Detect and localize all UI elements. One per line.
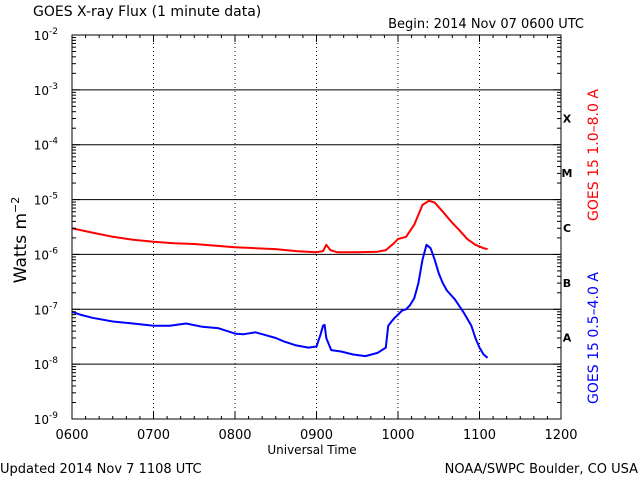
x-axis-label: Universal Time <box>267 443 356 457</box>
begin-label: Begin: 2014 Nov 07 0600 UTC <box>388 17 584 32</box>
flare-class-label: M <box>562 167 573 180</box>
series-layer <box>71 199 489 359</box>
x-tick-label: 1000 <box>381 428 414 443</box>
x-tick-label: 0600 <box>55 428 88 443</box>
axis-layer: 0600 0700 0800 0900 1000 1100 1200 10-2 10-3 10-4… <box>34 27 578 443</box>
legend-series-red: GOES 15 1.0–8.0 A <box>586 89 602 221</box>
x-tick-label: 0700 <box>137 428 170 443</box>
x-tick-label: 1100 <box>463 428 496 443</box>
y-tick-label: 10-5 <box>34 192 58 208</box>
flare-class-label: X <box>563 112 572 125</box>
x-tick-label: 0900 <box>300 428 333 443</box>
flare-class-label: B <box>563 277 571 290</box>
legend-series-blue: GOES 15 0.5–4.0 A <box>586 272 602 404</box>
chart-title: GOES X-ray Flux (1 minute data) <box>33 4 261 20</box>
series-line-blue <box>71 243 489 359</box>
flare-class-label: C <box>563 222 571 235</box>
y-axis-label-base: Watts m <box>11 213 31 283</box>
y-tick-label: 10-6 <box>34 246 59 262</box>
y-tick-label: 10-9 <box>34 411 59 427</box>
y-tick-label: 10-2 <box>34 27 58 43</box>
plot-area <box>72 34 561 420</box>
x-tick-label: 0800 <box>218 428 251 443</box>
flare-class-label: A <box>563 332 572 345</box>
series-line-red <box>71 199 488 254</box>
y-tick-label: 10-4 <box>34 137 59 153</box>
x-tick-label: 1200 <box>544 428 577 443</box>
y-axis-label-exponent: −2 <box>9 197 22 213</box>
updated-label: Updated 2014 Nov 7 1108 UTC <box>0 462 202 477</box>
source-label: NOAA/SWPC Boulder, CO USA <box>445 462 638 477</box>
y-axis-label: Watts m−2 <box>9 197 31 284</box>
y-tick-label: 10-3 <box>34 82 58 98</box>
y-tick-label: 10-8 <box>34 356 59 372</box>
y-tick-label: 10-7 <box>34 301 58 317</box>
